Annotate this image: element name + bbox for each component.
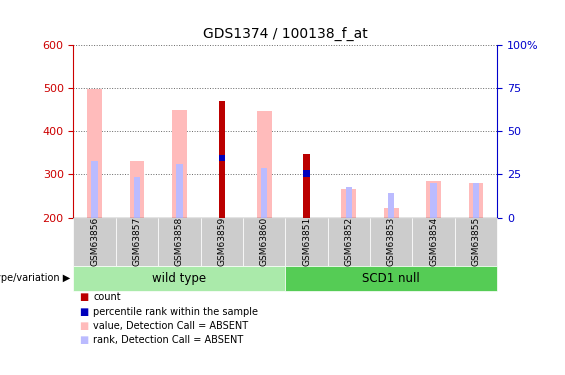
Bar	[129, 162, 145, 218]
Bar	[346, 188, 352, 218]
Text: ■: ■	[79, 307, 88, 316]
Bar	[468, 183, 484, 218]
Bar	[431, 183, 437, 218]
Bar	[134, 177, 140, 218]
Text: GSM63860: GSM63860	[260, 217, 268, 267]
Bar	[92, 162, 98, 218]
Text: wild type: wild type	[153, 272, 206, 285]
Bar	[303, 154, 310, 218]
Text: percentile rank within the sample: percentile rank within the sample	[93, 307, 258, 316]
Bar	[303, 170, 310, 177]
Text: GSM63852: GSM63852	[345, 217, 353, 266]
Text: GSM63853: GSM63853	[387, 217, 396, 267]
Title: GDS1374 / 100138_f_at: GDS1374 / 100138_f_at	[203, 27, 368, 41]
Text: GSM63851: GSM63851	[302, 217, 311, 267]
Bar	[473, 183, 479, 218]
Text: ■: ■	[79, 335, 88, 345]
Text: SCD1 null: SCD1 null	[362, 272, 420, 285]
Text: rank, Detection Call = ABSENT: rank, Detection Call = ABSENT	[93, 335, 244, 345]
Text: GSM63857: GSM63857	[133, 217, 141, 267]
Text: GSM63859: GSM63859	[218, 217, 226, 267]
Text: GSM63858: GSM63858	[175, 217, 184, 267]
Text: count: count	[93, 292, 121, 302]
Text: GSM63856: GSM63856	[90, 217, 99, 267]
Bar	[257, 111, 272, 218]
Text: GSM63854: GSM63854	[429, 217, 438, 266]
Bar	[219, 155, 225, 162]
Bar	[388, 193, 394, 217]
Bar	[426, 181, 441, 218]
Bar	[261, 168, 267, 217]
Bar	[176, 165, 182, 218]
Bar	[87, 89, 102, 218]
Bar	[219, 101, 225, 217]
Text: value, Detection Call = ABSENT: value, Detection Call = ABSENT	[93, 321, 249, 331]
Text: genotype/variation ▶: genotype/variation ▶	[0, 273, 71, 284]
Bar	[172, 110, 187, 218]
Text: ■: ■	[79, 321, 88, 331]
Bar	[341, 189, 357, 218]
Bar	[384, 208, 399, 218]
Bar	[219, 166, 225, 218]
Text: ■: ■	[79, 292, 88, 302]
Text: GSM63855: GSM63855	[472, 217, 480, 267]
